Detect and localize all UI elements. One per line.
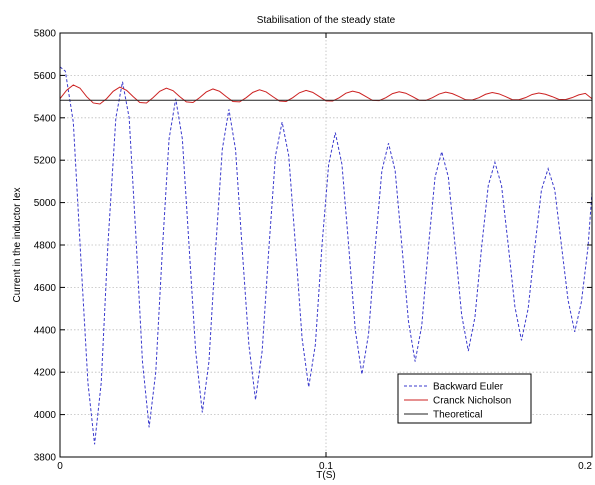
legend-label-2: Theoretical [433,410,482,421]
x-tick-label-1: 0.1 [319,461,333,472]
legend: Backward Euler Cranck Nicholson Theoretica… [397,373,532,424]
series-line-1 [59,84,593,105]
series-line-0 [59,66,593,445]
y-tick-label-10: 5800 [34,29,57,40]
y-tick-label-9: 5600 [34,71,57,82]
y-tick-label-6: 5000 [34,198,57,209]
legend-box [397,373,532,424]
y-tick-label-4: 4600 [34,283,57,294]
y-tick-label-7: 5200 [34,156,57,167]
y-axis-label: Current in the inductor Iex [12,187,23,302]
y-tick-label-1: 4000 [34,410,57,421]
y-tick-label-2: 4200 [34,368,57,379]
ticks-group: 3800 4000 4200 4400 4600 4800 5000 5200 5400 5600… [34,29,593,472]
series-group [59,66,593,445]
x-tick-label-2: 0.2 [578,461,592,472]
x-axis-label: T(S) [316,470,335,481]
legend-label-1: Cranck Nicholson [433,396,511,407]
x-tick-label-0: 0 [57,461,63,472]
y-tick-label-5: 4800 [34,241,57,252]
y-tick-label-8: 5400 [34,113,57,124]
y-tick-label-3: 4400 [34,325,57,336]
legend-label-0: Backward Euler [433,382,504,393]
y-tick-label-0: 3800 [34,453,57,464]
chart-title: Stabilisation of the steady state [257,15,396,26]
